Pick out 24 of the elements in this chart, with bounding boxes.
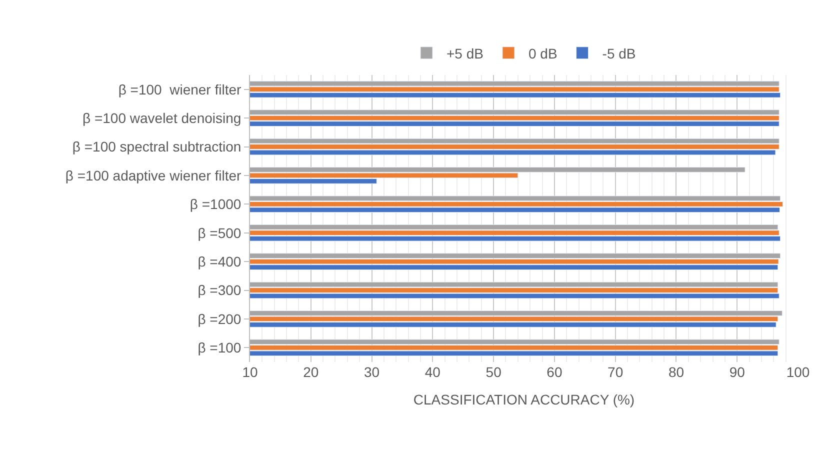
legend-label: 0 dB (528, 45, 558, 62)
legend-label: +5 dB (446, 45, 484, 62)
y-tick-label: β =300 (198, 282, 242, 298)
x-tick-label: 10 (242, 364, 258, 380)
x-axis-title: CLASSIFICATION ACCURACY (%) (413, 391, 635, 408)
x-tick-label: 60 (546, 364, 562, 380)
x-tick-label: 80 (668, 364, 684, 380)
legend-label: -5 dB (602, 45, 636, 62)
x-tick-label: 40 (424, 364, 441, 380)
y-tick-label: β =500 (198, 224, 242, 241)
y-tick-label: β =100 wiener filter (118, 81, 242, 98)
x-tick-label: 70 (608, 364, 624, 380)
y-tick-label: β =100 spectral subtraction (72, 138, 242, 155)
y-tick-label: β =400 (198, 253, 242, 270)
y-tick-label: β =100 wavelet denoising (82, 110, 242, 126)
y-tick-label: β =200 (198, 310, 242, 327)
y-tick-label: β =100 (198, 340, 242, 356)
y-tick-label: β =1000 (190, 196, 242, 212)
x-tick-label: 20 (303, 364, 319, 380)
x-tick-label: 90 (729, 364, 746, 380)
x-tick-label: 50 (486, 364, 502, 380)
x-tick-label: 30 (364, 364, 380, 380)
x-tick-label: 100 (786, 364, 810, 380)
y-tick-label: β =100 adaptive wiener filter (65, 167, 242, 184)
